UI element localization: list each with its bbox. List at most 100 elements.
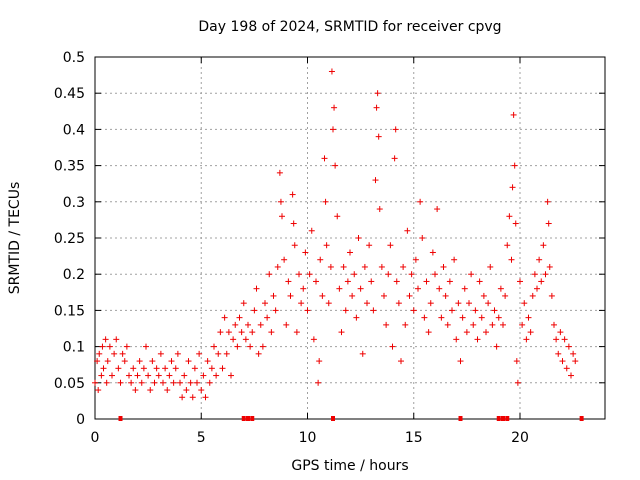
data-point: [95, 387, 102, 394]
data-point: [276, 169, 283, 176]
data-point: [166, 372, 173, 379]
data-point: [242, 336, 249, 343]
data-point: [164, 387, 171, 394]
data-point: [493, 343, 500, 350]
data-point: [285, 278, 292, 285]
data-point: [495, 314, 502, 321]
data-point: [181, 372, 188, 379]
data-point: [162, 365, 169, 372]
data-point: [272, 307, 279, 314]
data-point: [157, 350, 164, 357]
data-point: [344, 278, 351, 285]
data-point: [497, 285, 504, 292]
data-point: [236, 314, 243, 321]
y-tick-label: 0.5: [63, 50, 85, 66]
data-point: [500, 321, 506, 328]
data-point: [130, 365, 137, 372]
data-point: [519, 321, 526, 328]
axis-marker: [458, 416, 463, 421]
data-point: [375, 133, 382, 140]
data-point: [449, 307, 455, 314]
axis-marker: [250, 416, 255, 421]
axis-marker: [246, 416, 250, 421]
data-point: [274, 263, 281, 270]
data-point: [438, 314, 445, 321]
data-point: [372, 177, 379, 184]
data-point: [546, 263, 553, 270]
data-point: [253, 285, 260, 292]
data-point: [385, 271, 392, 278]
data-point: [364, 300, 370, 307]
data-point: [132, 387, 139, 394]
data-point: [304, 307, 311, 314]
data-point: [423, 278, 430, 285]
data-point: [334, 213, 341, 220]
data-point: [387, 242, 394, 249]
data-point: [251, 307, 258, 314]
data-point: [211, 343, 217, 350]
tick-labels: 0 0.05 0.1 0.15 0.2 0.25 0.3 0.35 0.4 0.45 0.5 0 5 10…: [54, 50, 529, 446]
data-point: [415, 285, 421, 292]
data-point: [113, 336, 120, 343]
data-point: [457, 358, 464, 365]
x-tick-label: 20: [511, 430, 529, 446]
data-point: [290, 220, 297, 227]
data-point: [223, 350, 230, 357]
data-point: [327, 263, 334, 270]
data-point: [374, 90, 381, 97]
data-point: [331, 104, 338, 111]
data-point: [391, 155, 398, 162]
data-point: [138, 379, 145, 386]
data-point: [512, 220, 519, 227]
data-point: [247, 343, 254, 350]
data-point: [534, 285, 540, 292]
data-point: [436, 285, 443, 292]
data-point: [440, 263, 447, 270]
data-point: [557, 329, 564, 336]
data-point: [179, 394, 186, 401]
data-point: [525, 314, 532, 321]
data-point: [555, 350, 562, 357]
data-point: [466, 300, 472, 307]
data-point: [187, 379, 194, 386]
data-point: [155, 372, 162, 379]
data-point: [332, 162, 339, 169]
axis-marker: [505, 416, 510, 421]
data-point: [553, 336, 560, 343]
x-tick-label: 5: [197, 430, 206, 446]
data-point: [487, 263, 494, 270]
data-point: [455, 300, 462, 307]
data-point: [238, 329, 245, 336]
data-point: [389, 343, 396, 350]
data-point: [249, 329, 256, 336]
data-point: [115, 365, 122, 372]
data-point: [310, 336, 317, 343]
data-point: [459, 314, 466, 321]
data-point: [417, 198, 424, 205]
y-tick-label: 0.35: [54, 159, 85, 175]
data-point: [402, 321, 409, 328]
data-point: [393, 278, 400, 285]
data-point: [230, 336, 237, 343]
data-point: [96, 350, 103, 357]
data-point: [151, 379, 158, 386]
data-point: [463, 329, 470, 336]
data-point: [204, 358, 211, 365]
data-point: [189, 394, 196, 401]
data-point: [330, 126, 336, 133]
data-point: [406, 292, 413, 299]
axis-marker: [579, 416, 584, 421]
data-point: [404, 227, 411, 234]
data-point: [353, 314, 360, 321]
data-point: [103, 379, 110, 386]
data-point: [145, 372, 152, 379]
data-point: [395, 300, 402, 307]
y-tick-label: 0.25: [54, 231, 85, 247]
data-point: [355, 235, 362, 241]
data-point: [100, 365, 107, 372]
data-point: [563, 365, 570, 372]
data-point: [485, 300, 492, 307]
y-tick-label: 0.2: [63, 267, 85, 283]
data-point: [400, 263, 407, 270]
data-point: [317, 256, 324, 263]
